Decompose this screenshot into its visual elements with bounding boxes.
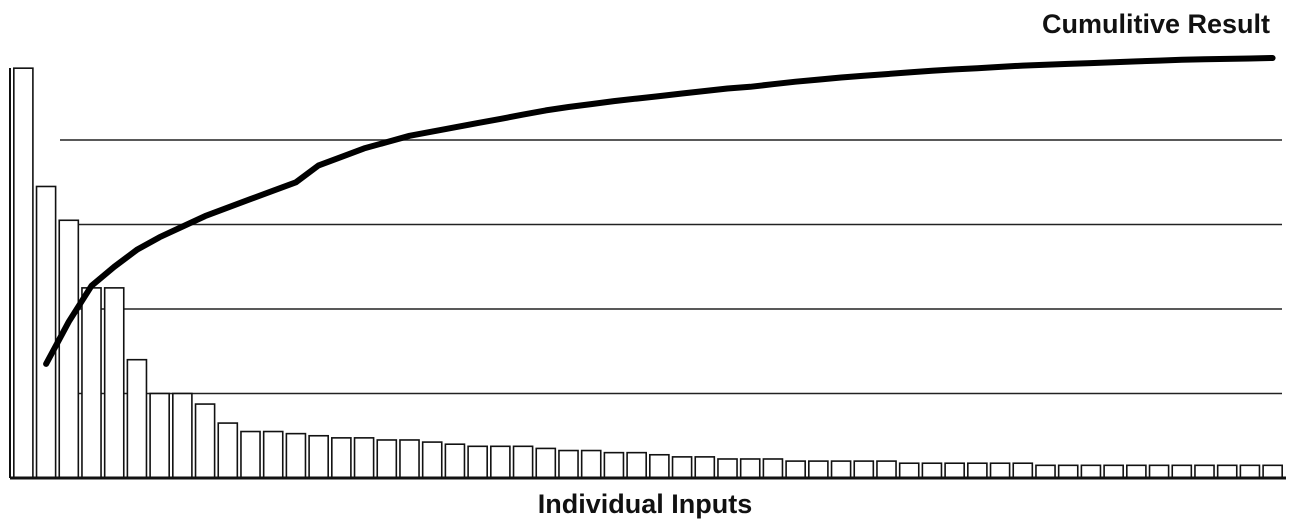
bar: [603, 451, 625, 479]
bar: [1057, 464, 1079, 479]
bar: [126, 358, 148, 479]
bar: [898, 462, 920, 479]
bar: [444, 443, 466, 479]
bar: [671, 456, 693, 479]
bar: [512, 445, 534, 479]
bar: [1194, 464, 1215, 479]
bar: [808, 460, 829, 479]
bar: [1171, 464, 1193, 479]
bar: [399, 439, 420, 479]
bar: [626, 451, 647, 479]
bar: [285, 432, 307, 479]
bar: [149, 392, 170, 479]
bar: [217, 422, 239, 479]
bar: [331, 437, 352, 479]
bar: [785, 460, 806, 479]
bar: [13, 67, 34, 479]
bar: [172, 392, 193, 479]
bar: [967, 462, 988, 479]
bar: [35, 185, 57, 479]
bar: [535, 447, 557, 479]
bar: [944, 462, 965, 479]
bar: [830, 460, 852, 479]
bar: [240, 430, 261, 479]
x-axis-label: Individual Inputs: [538, 489, 753, 519]
bar: [58, 219, 80, 479]
bar: [194, 403, 216, 479]
bar: [1239, 464, 1261, 479]
bar: [1080, 464, 1102, 479]
bar: [580, 449, 602, 479]
bar: [376, 439, 398, 479]
bar: [308, 434, 329, 479]
bar: [649, 453, 670, 479]
bar: [989, 462, 1011, 479]
bar: [490, 445, 511, 479]
bar: [1262, 464, 1283, 479]
bar: [467, 445, 488, 479]
bar: [558, 449, 579, 479]
line-label: Cumulitive Result: [1042, 9, 1270, 39]
bar: [1103, 464, 1124, 479]
bar: [876, 460, 897, 479]
bar: [421, 441, 443, 479]
bar: [762, 458, 784, 479]
bar: [81, 287, 102, 479]
bar: [1012, 462, 1034, 479]
bar: [353, 437, 375, 479]
bar: [694, 456, 716, 479]
bar: [1126, 464, 1147, 479]
bar: [717, 458, 738, 479]
bar: [1216, 464, 1238, 479]
cumulative-line: [43, 55, 1276, 367]
bar: [262, 430, 284, 479]
bar: [739, 458, 761, 479]
bar: [103, 287, 125, 479]
bar: [1035, 464, 1056, 479]
bar: [921, 462, 943, 479]
bar: [1148, 464, 1170, 479]
bar: [853, 460, 875, 479]
